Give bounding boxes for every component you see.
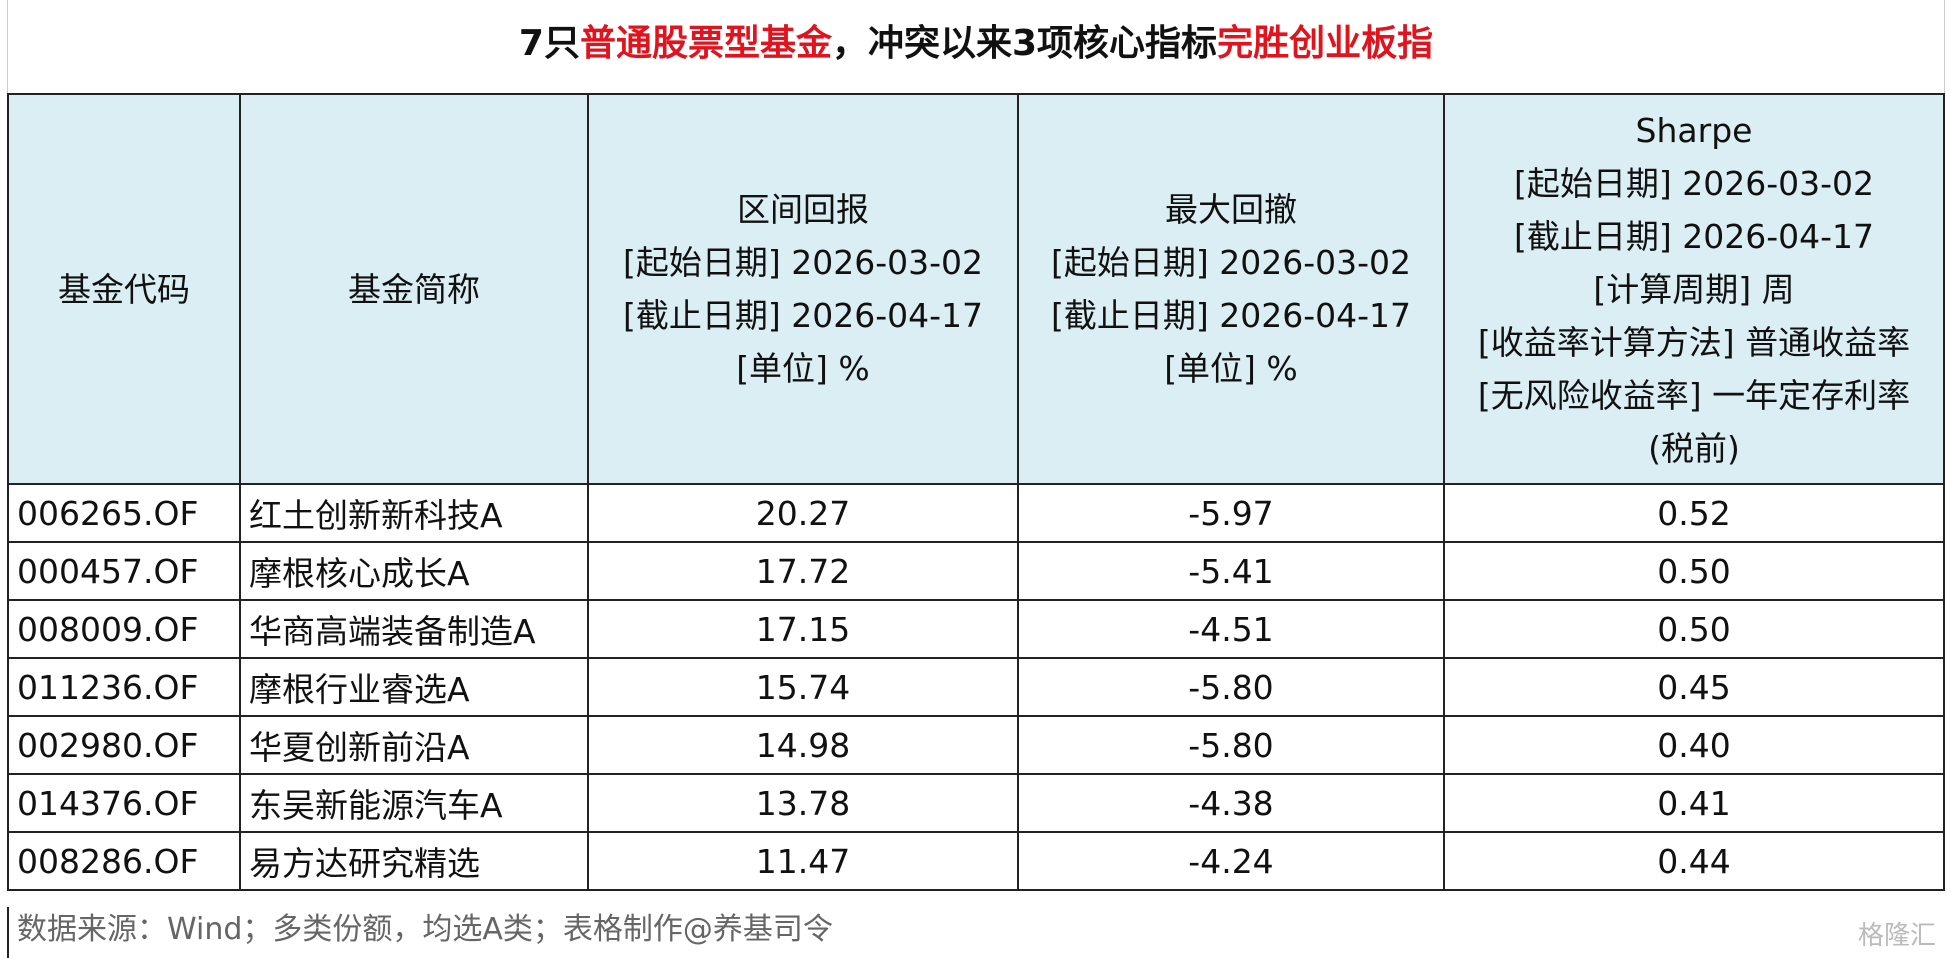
text-cell: 红土创新新科技A [239,483,589,543]
header-line: Sharpe [1635,110,1753,150]
header-line: [起始日期] 2026-03-02 [1513,163,1875,203]
header-cell: 基金代码 [7,93,241,485]
fund-table: 基金代码 基金简称 区间回报 [起始日期] 2026-03-02 [截止日期] 2026… [7,93,1945,891]
footer: 数据来源：Wind；多类份额，均选A类；表格制作@养基司令 [7,907,1943,958]
header-line: [无风险收益率] 一年定存利率 [1477,375,1911,415]
header-line: [起始日期] 2026-03-02 [622,243,984,282]
number-cell: -5.80 [1017,657,1445,717]
number-cell: 13.78 [587,773,1019,833]
data-row: 000457.OF 摩根核心成长A 17.72 -5.41 0.50 [7,541,1945,601]
number-cell: 0.40 [1443,715,1945,775]
header-line: [单位] % [1164,349,1298,388]
number-cell: 0.41 [1443,773,1945,833]
data-row: 011236.OF 摩根行业睿选A 15.74 -5.80 0.45 [7,657,1945,717]
number-cell: 14.98 [587,715,1019,775]
header-line: [截止日期] 2026-04-17 [1513,216,1875,256]
number-cell: 0.45 [1443,657,1945,717]
title: 7只普通股票型基金，冲突以来3项核心指标完胜创业板指 [7,0,1945,93]
text-cell: 011236.OF [7,657,241,717]
header-line: 基金代码 [58,269,190,309]
watermark: 格隆汇 [1857,921,1936,951]
header-line: [截止日期] 2026-04-17 [1050,296,1412,335]
header-cell: 最大回撤 [起始日期] 2026-03-02 [截止日期] 2026-04-17 [单… [1017,93,1445,485]
title-part: ，冲突以来3项核心指标 [832,23,1218,64]
number-cell: -4.24 [1017,831,1445,891]
number-cell: 17.15 [587,599,1019,659]
data-row: 014376.OF 东吴新能源汽车A 13.78 -4.38 0.41 [7,773,1945,833]
text-cell: 易方达研究精选 [239,831,589,891]
table-body: 006265.OF 红土创新新科技A 20.27 -5.97 0.52 000457.OF… [7,483,1945,891]
text-cell: 006265.OF [7,483,241,543]
title-part: 普通股票型基金 [579,23,832,64]
header-cell: 基金简称 [239,93,589,485]
number-cell: 0.50 [1443,599,1945,659]
number-cell: -4.38 [1017,773,1445,833]
title-part: 7只 [518,23,580,64]
text-cell: 摩根行业睿选A [239,657,589,717]
number-cell: 17.72 [587,541,1019,601]
header-line: [截止日期] 2026-04-17 [622,296,984,335]
text-cell: 008286.OF [7,831,241,891]
data-row: 008286.OF 易方达研究精选 11.47 -4.24 0.44 [7,831,1945,891]
number-cell: -5.80 [1017,715,1445,775]
number-cell: 0.50 [1443,541,1945,601]
text-cell: 摩根核心成长A [239,541,589,601]
number-cell: 0.44 [1443,831,1945,891]
text-cell: 014376.OF [7,773,241,833]
data-row: 006265.OF 红土创新新科技A 20.27 -5.97 0.52 [7,483,1945,543]
text-cell: 000457.OF [7,541,241,601]
number-cell: 15.74 [587,657,1019,717]
header-line: 区间回报 [737,190,869,229]
header-line: [收益率计算方法] 普通收益率 [1477,322,1911,362]
number-cell: 0.52 [1443,483,1945,543]
header-cell: Sharpe [起始日期] 2026-03-02 [截止日期] 2026-04-17… [1443,93,1945,485]
header-line: [单位] % [736,349,870,388]
text-cell: 东吴新能源汽车A [239,773,589,833]
text-cell: 华商高端装备制造A [239,599,589,659]
text-cell: 华夏创新前沿A [239,715,589,775]
title-part: 完胜创业板指 [1217,23,1434,64]
header-line: [计算周期] 周 [1593,269,1795,309]
number-cell: 11.47 [587,831,1019,891]
number-cell: 20.27 [587,483,1019,543]
number-cell: -4.51 [1017,599,1445,659]
header-cell: 区间回报 [起始日期] 2026-03-02 [截止日期] 2026-04-17 [单… [587,93,1019,485]
header-line: 基金简称 [348,269,480,309]
header-line: (税前) [1648,428,1740,468]
text-cell: 008009.OF [7,599,241,659]
data-row: 002980.OF 华夏创新前沿A 14.98 -5.80 0.40 [7,715,1945,775]
header-row: 基金代码 基金简称 区间回报 [起始日期] 2026-03-02 [截止日期] 2026… [7,93,1945,485]
header-line: 最大回撤 [1165,190,1297,229]
header-line: [起始日期] 2026-03-02 [1050,243,1412,282]
text-cell: 002980.OF [7,715,241,775]
data-row: 008009.OF 华商高端装备制造A 17.15 -4.51 0.50 [7,599,1945,659]
number-cell: -5.97 [1017,483,1445,543]
number-cell: -5.41 [1017,541,1445,601]
